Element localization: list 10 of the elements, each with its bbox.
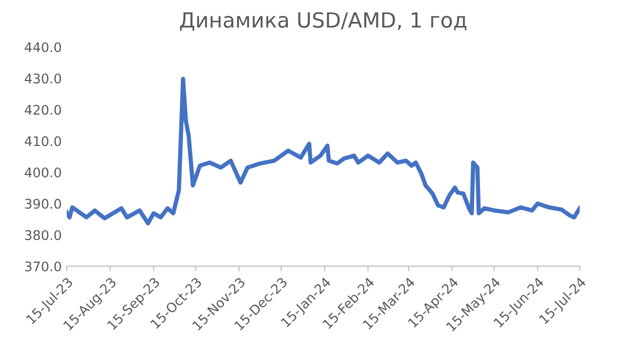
y-tick-label: 430.0 bbox=[24, 74, 62, 84]
y-tick-label: 380.0 bbox=[25, 230, 62, 240]
line-series bbox=[66, 76, 580, 226]
chart-title: Динамика USD/AMD, 1 год bbox=[180, 12, 466, 31]
y-tick-label: 390.0 bbox=[25, 198, 62, 209]
y-tick-label: 420.0 bbox=[24, 104, 62, 115]
y-tick-label: 370.0 bbox=[25, 261, 62, 272]
y-tick-label: 410.0 bbox=[24, 136, 62, 146]
y-tick-label: 440.0 bbox=[24, 42, 62, 52]
y-tick-label: 400.0 bbox=[24, 167, 62, 178]
